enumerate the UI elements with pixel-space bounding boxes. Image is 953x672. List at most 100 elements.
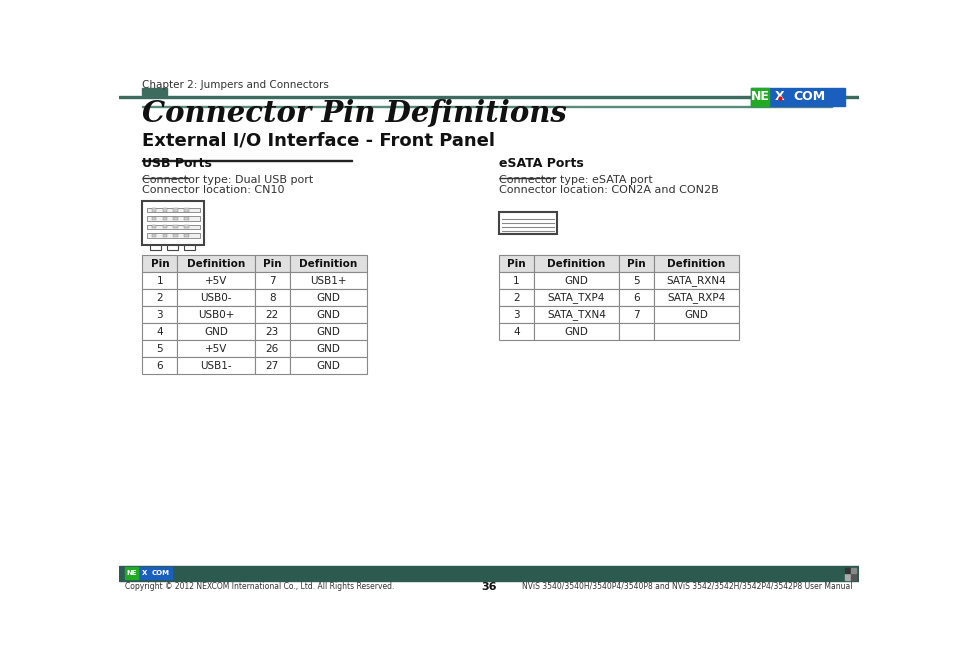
Bar [654, 323, 739, 340]
Text: 4: 4 [156, 327, 163, 337]
Bar [750, 87, 844, 106]
Bar [119, 96, 858, 97]
Text: USB0-: USB0- [200, 293, 232, 303]
Text: 3: 3 [156, 310, 163, 320]
Bar [498, 255, 534, 272]
Bar [142, 255, 177, 272]
Bar [498, 306, 534, 323]
Bar [618, 255, 654, 272]
Bar [290, 306, 367, 323]
Text: 22: 22 [265, 310, 278, 320]
Bar [184, 245, 195, 250]
Bar [177, 306, 254, 323]
Bar [147, 224, 199, 229]
Bar [498, 177, 555, 179]
Bar [843, 568, 849, 573]
Bar [654, 272, 739, 290]
Bar [254, 290, 290, 306]
Bar [534, 306, 618, 323]
Bar [177, 340, 254, 357]
Text: GND: GND [316, 361, 340, 370]
Text: USB0+: USB0+ [197, 310, 234, 320]
Text: 36: 36 [480, 582, 497, 592]
Bar [177, 255, 254, 272]
Text: Connector Pin Definitions: Connector Pin Definitions [142, 99, 567, 128]
Bar [534, 255, 618, 272]
Text: GND: GND [316, 310, 340, 320]
Bar [254, 340, 290, 357]
Bar [254, 357, 290, 374]
Text: NE: NE [750, 90, 769, 103]
Bar [618, 323, 654, 340]
Bar [290, 340, 367, 357]
Bar [142, 290, 177, 306]
Bar [184, 225, 189, 228]
Bar [177, 357, 254, 374]
Text: USB1+: USB1+ [310, 276, 346, 286]
Text: Definition: Definition [299, 259, 357, 269]
Text: X: X [774, 90, 783, 103]
Text: 27: 27 [265, 361, 278, 370]
Bar [150, 245, 161, 250]
Bar [850, 574, 856, 579]
Text: 5: 5 [633, 276, 639, 286]
Bar [152, 234, 156, 237]
Text: 4: 4 [513, 327, 519, 337]
Bar [290, 272, 367, 290]
Bar [654, 290, 739, 306]
Text: +5V: +5V [205, 343, 227, 353]
Text: 8: 8 [269, 293, 275, 303]
Bar [162, 234, 167, 237]
Bar [142, 357, 177, 374]
Bar [184, 234, 189, 237]
Text: GND: GND [316, 327, 340, 337]
Text: Copyright © 2012 NEXCOM International Co., Ltd. All Rights Reserved.: Copyright © 2012 NEXCOM International Co… [125, 582, 395, 591]
Bar [142, 340, 177, 357]
Text: 1: 1 [513, 276, 519, 286]
Bar [618, 290, 654, 306]
Text: NViS 3540/3540H/3540P4/3540P8 and NViS 3542/3542H/3542P4/3542P8 User Manual: NViS 3540/3540H/3540P4/3540P8 and NViS 3… [521, 582, 852, 591]
Bar [173, 217, 178, 220]
Bar [534, 272, 618, 290]
Text: 23: 23 [265, 327, 278, 337]
Text: 6: 6 [633, 293, 639, 303]
Text: 7: 7 [633, 310, 639, 320]
Bar [498, 290, 534, 306]
Bar [498, 323, 534, 340]
Text: GND: GND [684, 310, 708, 320]
Text: 6: 6 [156, 361, 163, 370]
Bar [119, 566, 858, 581]
Text: 2: 2 [513, 293, 519, 303]
Text: GND: GND [316, 293, 340, 303]
Bar [162, 217, 167, 220]
Text: SATA_TXP4: SATA_TXP4 [547, 292, 604, 303]
Bar [534, 323, 618, 340]
Bar [290, 357, 367, 374]
Text: GND: GND [316, 343, 340, 353]
Bar [850, 568, 856, 573]
Bar [142, 272, 177, 290]
Bar [147, 208, 199, 212]
Text: Connector type: Dual USB port: Connector type: Dual USB port [142, 175, 314, 185]
Text: Definition: Definition [667, 259, 725, 269]
Text: NE: NE [126, 570, 137, 576]
Text: Connector location: CN10: Connector location: CN10 [142, 185, 285, 195]
Text: Pin: Pin [507, 259, 525, 269]
Bar [162, 208, 167, 212]
Text: Definition: Definition [187, 259, 245, 269]
Bar [618, 272, 654, 290]
Bar [173, 208, 178, 212]
Bar [184, 208, 189, 212]
Text: 1: 1 [156, 276, 163, 286]
Text: 26: 26 [265, 343, 278, 353]
Text: SATA_RXP4: SATA_RXP4 [667, 292, 725, 303]
Bar [142, 177, 189, 179]
Text: GND: GND [564, 276, 588, 286]
Bar [162, 225, 167, 228]
Text: 5: 5 [156, 343, 163, 353]
Bar [290, 323, 367, 340]
Bar [843, 574, 849, 579]
Bar [147, 233, 199, 238]
Bar [654, 255, 739, 272]
Text: 7: 7 [269, 276, 275, 286]
